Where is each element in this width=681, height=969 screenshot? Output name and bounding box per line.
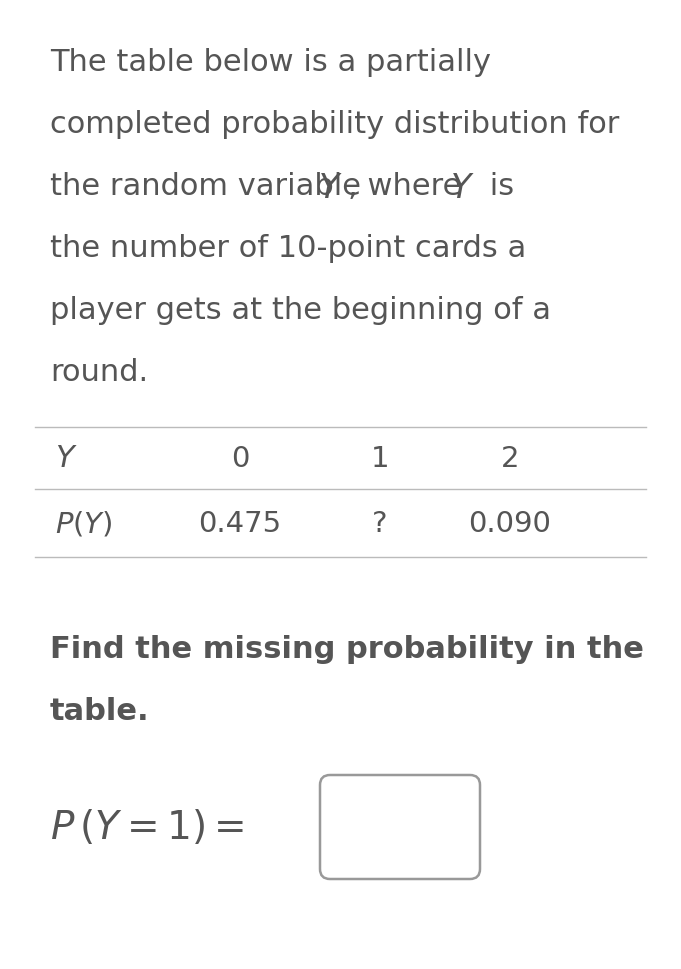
- Text: completed probability distribution for: completed probability distribution for: [50, 109, 620, 139]
- Text: The table below is a partially: The table below is a partially: [50, 47, 491, 77]
- Text: 1: 1: [370, 445, 390, 473]
- Text: 0.475: 0.475: [198, 510, 281, 538]
- Text: $\mathit{Y}$: $\mathit{Y}$: [318, 172, 343, 204]
- Text: $\mathit{P}(\mathit{Y})$: $\mathit{P}(\mathit{Y})$: [55, 509, 112, 538]
- Text: the random variable: the random variable: [50, 172, 370, 201]
- Text: $\mathit{Y}$: $\mathit{Y}$: [55, 443, 78, 474]
- Text: ?: ?: [373, 510, 387, 538]
- Text: , where: , where: [348, 172, 471, 201]
- Text: 0: 0: [231, 445, 249, 473]
- Text: 2: 2: [501, 445, 519, 473]
- Text: table.: table.: [50, 697, 150, 725]
- Text: $\mathit{P}\,(\mathit{Y}=1)=$: $\mathit{P}\,(\mathit{Y}=1)=$: [50, 808, 244, 847]
- FancyBboxPatch shape: [320, 775, 480, 879]
- Text: $\mathit{Y}$: $\mathit{Y}$: [450, 172, 475, 204]
- Text: Find the missing probability in the: Find the missing probability in the: [50, 635, 644, 664]
- Text: the number of 10-point cards a: the number of 10-point cards a: [50, 234, 526, 263]
- Text: is: is: [480, 172, 514, 201]
- Text: player gets at the beginning of a: player gets at the beginning of a: [50, 296, 551, 325]
- Text: 0.090: 0.090: [469, 510, 552, 538]
- Text: round.: round.: [50, 358, 148, 387]
